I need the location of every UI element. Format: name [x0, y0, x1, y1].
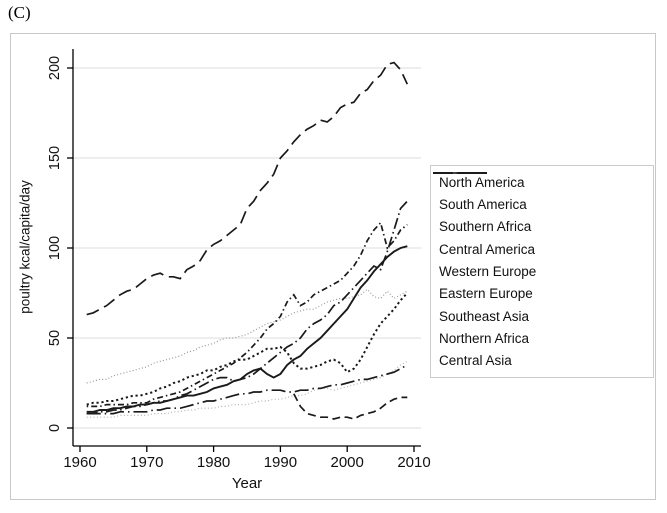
series-line-central-asia	[293, 393, 408, 420]
y-axis-title: poultry kcal/capita/day	[17, 180, 33, 314]
legend-label: Northern Africa	[439, 330, 530, 346]
legend-label: North America	[439, 174, 525, 190]
figure-label: (C)	[8, 3, 31, 22]
series-line-southeast-asia	[86, 360, 408, 418]
y-tick-label: 150	[47, 145, 63, 171]
x-tick-label: 1990	[263, 454, 298, 471]
gridlines	[73, 67, 421, 429]
chart-container: 0 50 100 150 200 poultry kcal/capita/day 196…	[10, 33, 656, 500]
legend-label: Western Europe	[439, 263, 537, 279]
x-axis-title: Year	[231, 475, 263, 492]
x-tick-label: 2010	[397, 454, 431, 471]
legend-label: Central America	[439, 241, 536, 257]
legend-item: Southeast Asia	[433, 172, 653, 326]
legend-item: Southern Africa	[433, 172, 653, 237]
legend-line-sample	[433, 172, 487, 174]
legend-label: Southeast Asia	[439, 308, 530, 324]
legend-item: Eastern Europe	[433, 172, 653, 304]
series-line-western-europe	[86, 288, 408, 384]
x-tick-label: 2000	[330, 454, 364, 471]
series-line-central-america	[86, 245, 408, 413]
y-tick-label: 100	[47, 235, 63, 261]
x-tick-label: 1960	[63, 454, 97, 471]
legend-item: Northern Africa	[433, 172, 653, 348]
axis-ticks	[67, 67, 415, 452]
legend-label: Southern Africa	[439, 219, 532, 235]
legend-label: Central Asia	[439, 353, 512, 369]
y-tick-label: 50	[47, 329, 63, 347]
series-line-eastern-europe	[86, 292, 409, 406]
series-line-south-america	[86, 200, 408, 415]
legend-item: Central Asia	[433, 172, 653, 371]
y-tick-label: 0	[47, 423, 63, 433]
legend: North America South America Southern Afric…	[430, 165, 654, 378]
x-tick-label: 1970	[130, 454, 164, 471]
x-tick-label: 1980	[196, 454, 231, 471]
legend-item: Western Europe	[433, 172, 653, 281]
legend-item: Central America	[433, 172, 653, 259]
line-chart	[67, 49, 421, 452]
legend-label: South America	[439, 196, 527, 212]
data-series	[86, 61, 409, 420]
y-tick-label: 200	[47, 55, 63, 81]
series-line-northern-africa	[86, 364, 408, 415]
legend-label: Eastern Europe	[439, 286, 533, 302]
series-line-southern-africa	[86, 221, 408, 408]
legend-item: South America	[433, 172, 653, 214]
series-line-north-america	[86, 61, 409, 316]
